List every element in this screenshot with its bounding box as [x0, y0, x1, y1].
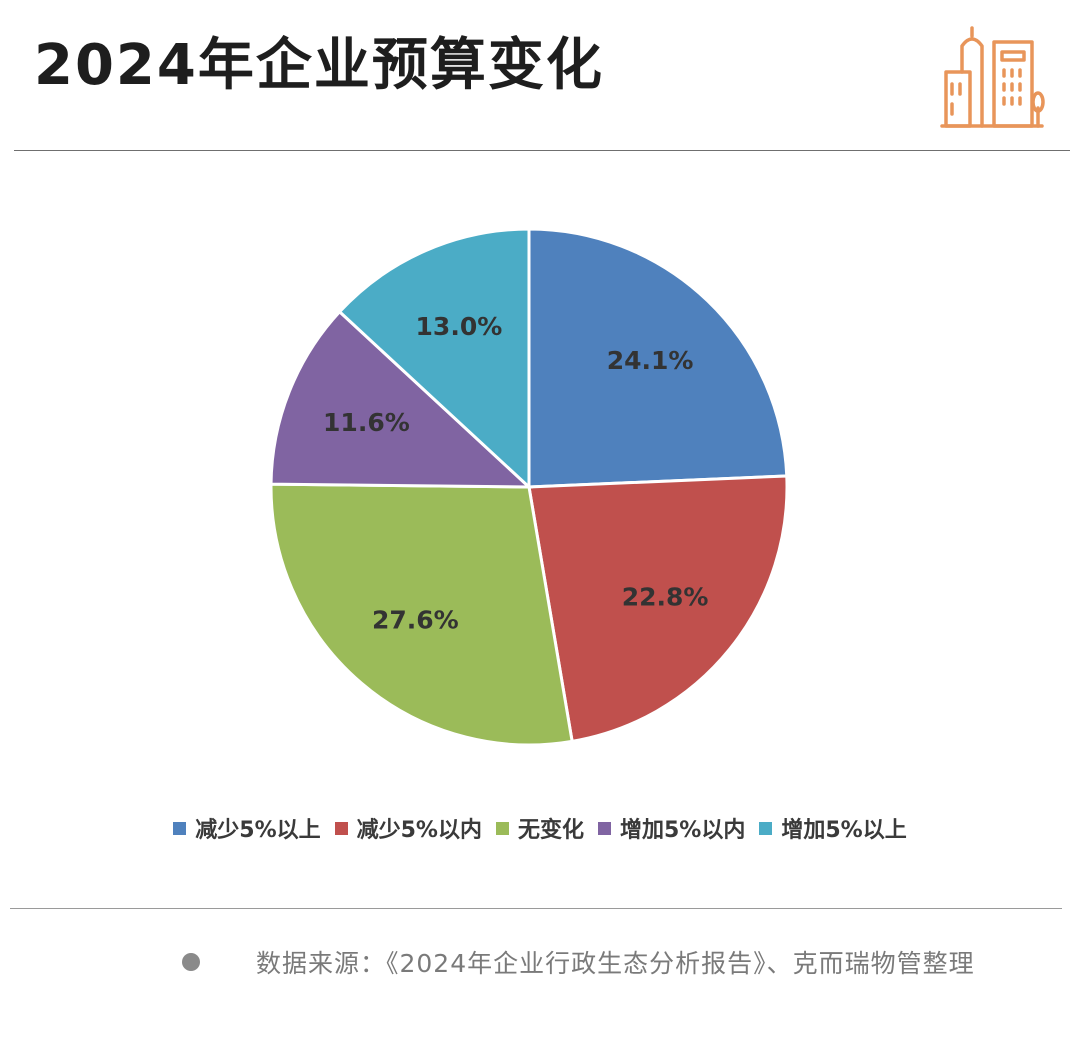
legend-item: 增加5%以内 [598, 812, 745, 844]
legend-item: 无变化 [495, 812, 584, 844]
legend-item: 减少5%以内 [334, 812, 482, 844]
chart-legend: 减少5%以上 减少5%以内 无变化 增加5%以内 增加5%以上 [0, 812, 1080, 844]
legend-label: 减少5%以内 [356, 818, 482, 843]
slice-value-label: 27.6% [372, 606, 459, 635]
pie-slice [269, 309, 533, 489]
pie-slice [337, 227, 531, 491]
header-divider [14, 150, 1070, 151]
legend-swatch [334, 821, 348, 835]
city-buildings-icon [940, 26, 1045, 128]
slice-value-label: 24.1% [607, 346, 694, 375]
pie-slice [527, 227, 789, 489]
legend-swatch [495, 821, 509, 835]
legend-label: 增加5%以内 [620, 818, 746, 843]
slice-value-label: 11.6% [323, 408, 410, 437]
legend-label: 增加5%以上 [781, 818, 907, 843]
pie-slice [269, 482, 574, 747]
slice-value-label: 13.0% [416, 312, 503, 341]
source-note: 数据来源：《2024年企业行政生态分析报告》、克而瑞物管整理 [182, 944, 975, 980]
legend-item: 减少5%以上 [173, 812, 321, 844]
legend-swatch [598, 821, 611, 835]
legend-item: 增加5%以上 [759, 812, 907, 844]
legend-swatch [759, 821, 773, 835]
page-title: 2024年企业预算变化 [34, 33, 604, 98]
source-text: 数据来源：《2024年企业行政生态分析报告》、克而瑞物管整理 [256, 949, 975, 978]
legend-label: 无变化 [517, 818, 584, 843]
legend-swatch [173, 821, 187, 835]
legend-label: 减少5%以上 [195, 818, 321, 843]
pie-slice [527, 474, 789, 744]
bullet-dot-icon [182, 953, 200, 971]
footer-divider [10, 908, 1062, 909]
slice-value-label: 22.8% [622, 583, 709, 612]
